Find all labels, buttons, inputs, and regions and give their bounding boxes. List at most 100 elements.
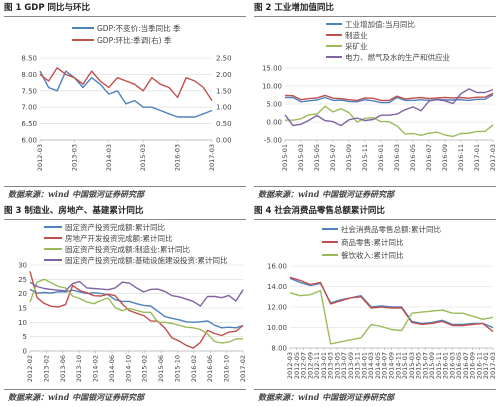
title-rule	[254, 0, 496, 17]
x-tick-label: 2012-02	[26, 355, 34, 382]
x-tick-label: 2013-07	[340, 352, 348, 379]
chart-panel-2: 图 2 工业增加值同比 -5.00 0.00 5.00 10.00 15.00 2015-…	[250, 0, 500, 203]
chart-title: 图 3 制造业、房地产、基建累计同比	[4, 206, 144, 216]
y-tick-label: 8.50	[21, 55, 37, 63]
data-source: 数据来源：wind 中国银河证券研究部	[8, 189, 145, 199]
x-tick-label: 2016-11	[457, 144, 465, 171]
x-tick-label: 2016-03	[448, 352, 456, 379]
x-tick-label: 2012-07	[300, 352, 308, 379]
source-rule	[4, 389, 246, 390]
x-tick-label: 2015-01	[401, 352, 409, 379]
data-source: 数据来源：wind 中国银河证券研究部	[258, 189, 395, 199]
chart-panel-1: 图 1 GDP 同比与环比 6.00 6.50 7.00 7.50 8.00 8.50 0.…	[0, 0, 250, 203]
x-tick-label: 2013-06	[59, 355, 67, 382]
y-tick-label: 0.00	[266, 119, 282, 127]
x-tick-label: 2013-03	[327, 352, 335, 379]
x-tick-label: 2015-02	[141, 355, 149, 382]
series-line	[289, 276, 494, 333]
x-tick-label: 2016-07	[425, 144, 433, 171]
x-tick-label: 2013-11	[354, 352, 362, 379]
x-tick-label: 2015-09	[345, 144, 353, 171]
y-tick-label: 20	[18, 290, 27, 298]
x-tick-label: 2013-01	[320, 352, 328, 379]
x-tick-label: 2012-05	[293, 352, 301, 379]
x-tick-label: 2016-05	[455, 352, 463, 379]
x-tick-label: 2017-03	[208, 144, 216, 171]
series-line	[29, 271, 244, 349]
y-tick-label: 10.00	[267, 324, 287, 332]
x-tick-label: 2013-03	[70, 144, 78, 171]
y-tick-label: 7.00	[21, 104, 37, 112]
legend-label: 固定资产投资完成额:基础设施建设投资:累计同比	[65, 255, 228, 265]
x-tick-label: 2013-02	[42, 355, 50, 382]
x-tick-label: 2012-09	[306, 352, 314, 379]
y-tick-label: -5.00	[264, 137, 282, 145]
x-tick-label: 2016-11	[475, 352, 483, 379]
y-tick-label: 15	[18, 305, 27, 313]
x-tick-label: 2015-03	[297, 144, 305, 171]
legend-label: 工业增加值:当月同比	[345, 19, 416, 29]
y-tick-label: 8.00	[271, 345, 287, 353]
x-tick-label: 2014-11	[394, 352, 402, 379]
data-source: 数据来源：wind 中国银河证券研究部	[8, 392, 145, 402]
investment-chart: 0 5 10 15 20 25 30 2012-02 2013-02 2013-06 2013-10…	[18, 222, 247, 382]
y-tick-label: 30	[18, 262, 27, 270]
series-line	[39, 70, 213, 118]
source-rule	[254, 389, 496, 390]
y2-tick-label: 1.00	[216, 104, 232, 112]
y-tick-label: 7.50	[21, 87, 37, 95]
x-tick-label: 2015-03	[139, 144, 147, 171]
gdp-chart: 6.00 6.50 7.00 7.50 8.00 8.50 0.00 0.50 1.00 1.50…	[21, 23, 232, 171]
x-tick-label: 2016-09	[441, 144, 449, 171]
y-tick-label: 16.00	[267, 263, 287, 271]
x-tick-label: 2017-01	[473, 144, 481, 171]
title-rule	[254, 203, 496, 220]
retail-chart: 8.0010.0012.0014.0016.002012-032012-0520…	[267, 224, 497, 379]
chart-panel-4: 图 4 社会消费品零售总额累计同比 8.00 10.00 12.00 14.00 16.…	[250, 203, 500, 406]
title-rule	[4, 0, 246, 17]
legend-label: 电力、燃气及水的生产和供应业	[345, 52, 450, 62]
x-tick-label: 2013-05	[333, 352, 341, 379]
x-tick-label: 2013-10	[75, 355, 83, 382]
y2-tick-label: 0.50	[216, 120, 232, 128]
legend-label: 房地产开发投资完成额:累计同比	[65, 233, 173, 243]
y-tick-label: 12.00	[267, 304, 287, 312]
y-tick-label: 10.00	[262, 83, 282, 91]
x-tick-label: 2016-03	[393, 144, 401, 171]
source-rule	[254, 186, 496, 187]
x-tick-label: 2015-10	[173, 355, 181, 382]
legend-label: 制造业	[345, 30, 368, 40]
x-tick-label: 2014-09	[388, 352, 396, 379]
x-tick-label: 2016-07	[462, 352, 470, 379]
chart-title: 图 2 工业增加值同比	[254, 3, 334, 13]
legend-label: GDP:不变价:当季同比 季	[97, 23, 181, 33]
x-tick-label: 2017-03	[489, 144, 497, 171]
y-tick-label: 6.50	[21, 120, 37, 128]
x-tick-label: 2014-02	[92, 355, 100, 382]
y-tick-label: 0	[23, 348, 27, 356]
x-tick-label: 2016-01	[442, 352, 450, 379]
x-tick-label: 2015-09	[428, 352, 436, 379]
y-tick-label: 25	[18, 276, 27, 284]
x-tick-label: 2014-03	[367, 352, 375, 379]
series-line	[289, 277, 494, 329]
series-line	[285, 105, 494, 138]
x-tick-label: 2015-06	[157, 355, 165, 382]
y-tick-label: 6.00	[21, 137, 37, 145]
x-tick-label: 2014-10	[124, 355, 132, 382]
x-tick-label: 2017-03	[489, 352, 497, 379]
x-tick-label: 2015-11	[435, 352, 443, 379]
legend-label: GDP:环比:季调(右) 季	[97, 35, 172, 45]
chart-title: 图 4 社会消费品零售总额累计同比	[254, 206, 385, 216]
x-tick-label: 2015-01	[281, 144, 289, 171]
legend-label: 商品零售:累计同比	[341, 237, 404, 247]
y-tick-label: 8.00	[21, 71, 37, 79]
y2-tick-label: 1.50	[216, 87, 232, 95]
y-tick-label: 5.00	[266, 101, 282, 109]
x-tick-label: 2012-03	[286, 352, 294, 379]
x-tick-label: 2015-07	[421, 352, 429, 379]
x-tick-label: 2014-05	[374, 352, 382, 379]
industrial-chart: -5.00 0.00 5.00 10.00 15.00 2015-01 2015-03 201…	[262, 19, 497, 171]
x-tick-label: 2017-02	[239, 355, 247, 382]
x-tick-label: 2015-05	[415, 352, 423, 379]
